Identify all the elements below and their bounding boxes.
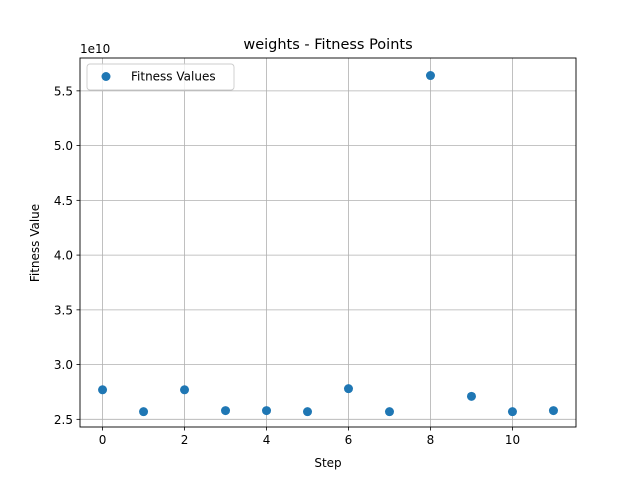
x-tick-label: 0 — [99, 433, 107, 447]
data-point — [507, 407, 517, 417]
x-tick-label: 4 — [263, 433, 271, 447]
y-tick-label: 2.5 — [54, 413, 73, 427]
y-tick-label: 5.5 — [54, 84, 73, 98]
data-points — [98, 71, 558, 417]
data-point — [548, 406, 558, 416]
legend-marker — [101, 72, 111, 81]
x-tick-label: 6 — [345, 433, 353, 447]
x-tick-label: 8 — [427, 433, 435, 447]
legend-label: Fitness Values — [131, 70, 216, 84]
y-offset-label: 1e10 — [80, 42, 110, 56]
legend: Fitness Values — [86, 63, 235, 91]
data-point — [303, 407, 313, 417]
x-axis-ticks: 0 2 4 6 8 10 — [99, 427, 520, 447]
legend-frame — [86, 63, 235, 91]
data-point — [262, 406, 272, 416]
y-tick-label: 3.5 — [54, 303, 73, 317]
x-axis-label: Step — [314, 456, 341, 470]
data-point — [139, 407, 149, 417]
plot-frame — [79, 57, 577, 428]
chart-title: weights - Fitness Points — [243, 37, 412, 53]
data-point — [221, 406, 231, 416]
data-point — [384, 407, 394, 417]
y-tick-label: 3.0 — [54, 358, 73, 372]
x-tick-label: 2 — [181, 433, 189, 447]
y-tick-label: 5.0 — [54, 139, 73, 153]
y-axis-label: Fitness Value — [28, 204, 42, 282]
grid — [80, 58, 576, 427]
x-tick-label: 10 — [505, 433, 520, 447]
data-point — [466, 391, 476, 401]
y-axis-ticks: 2.5 3.0 3.5 4.0 4.5 5.0 5.5 — [54, 84, 80, 427]
y-tick-label: 4.0 — [54, 249, 73, 263]
data-point — [98, 385, 108, 395]
data-point — [425, 71, 435, 81]
data-point — [343, 384, 353, 394]
y-tick-label: 4.5 — [54, 194, 73, 208]
data-point — [180, 385, 190, 395]
